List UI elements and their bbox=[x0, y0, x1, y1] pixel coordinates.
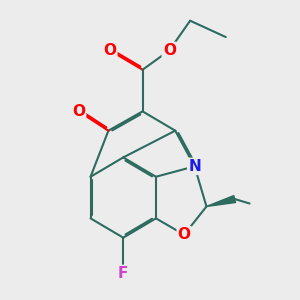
Text: O: O bbox=[103, 43, 116, 58]
Text: O: O bbox=[72, 104, 85, 119]
Text: F: F bbox=[118, 266, 128, 281]
Polygon shape bbox=[206, 196, 236, 206]
Text: O: O bbox=[163, 43, 176, 58]
Text: N: N bbox=[188, 159, 201, 174]
Text: O: O bbox=[178, 227, 191, 242]
